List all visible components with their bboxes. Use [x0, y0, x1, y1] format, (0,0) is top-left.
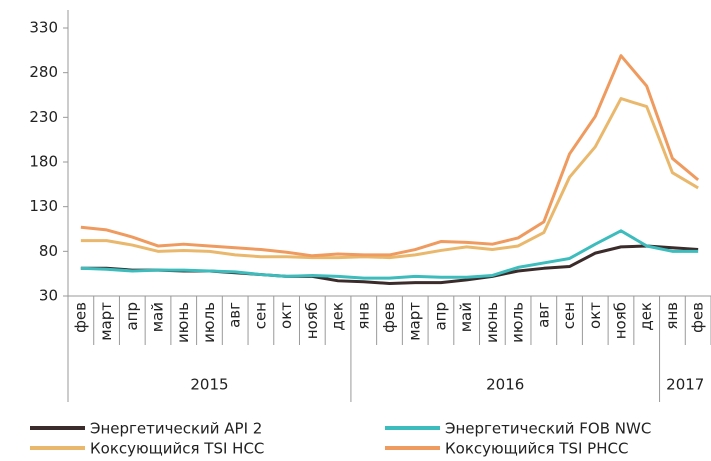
- x-tick-label: июль: [509, 302, 527, 343]
- x-tick-label: апр: [431, 302, 449, 331]
- x-tick-label: дек: [329, 302, 347, 331]
- legend-label: Коксующийся TSI HCC: [90, 440, 264, 458]
- legend-label: Энергетический FOB NWC: [445, 420, 651, 438]
- y-tick-label: 330: [29, 19, 58, 37]
- x-tick-label: нояб: [303, 302, 321, 339]
- x-tick-label: фев: [689, 302, 707, 333]
- x-tick-label: июль: [200, 302, 218, 343]
- y-tick-label: 80: [39, 242, 58, 260]
- x-tick-label: сен: [251, 302, 269, 329]
- y-tick-label: 180: [29, 153, 58, 171]
- x-tick-label: дек: [637, 302, 655, 331]
- series-line: [80, 229, 699, 280]
- year-label: 2017: [666, 376, 704, 394]
- y-tick-label: 130: [29, 197, 58, 215]
- y-tick-label: 30: [39, 287, 58, 305]
- x-tick-label: март: [97, 302, 115, 341]
- x-tick-label: авг: [226, 302, 244, 328]
- x-tick-label: март: [406, 302, 424, 341]
- x-tick-label: июнь: [483, 302, 501, 343]
- x-tick-label: янв: [663, 302, 681, 330]
- x-tick-label: фев: [380, 302, 398, 333]
- x-tick-label: май: [149, 302, 167, 332]
- x-tick-label: окт: [277, 302, 295, 329]
- x-tick-label: июнь: [174, 302, 192, 343]
- series-line: [80, 97, 699, 260]
- x-tick-label: май: [457, 302, 475, 332]
- x-tick-label: нояб: [611, 302, 629, 339]
- legend-label: Энергетический API 2: [90, 420, 262, 438]
- legend-label: Коксующийся TSI PHCC: [445, 440, 628, 458]
- x-tick-label: сен: [560, 302, 578, 329]
- x-tick-label: апр: [123, 302, 141, 331]
- x-tick-label: авг: [534, 302, 552, 328]
- year-label: 2016: [486, 376, 524, 394]
- x-tick-label: янв: [354, 302, 372, 330]
- x-tick-label: фев: [71, 302, 89, 333]
- year-label: 2015: [190, 376, 228, 394]
- x-tick-label: окт: [586, 302, 604, 329]
- y-tick-label: 230: [29, 108, 58, 126]
- series-line: [80, 54, 700, 258]
- y-tick-label: 280: [29, 63, 58, 81]
